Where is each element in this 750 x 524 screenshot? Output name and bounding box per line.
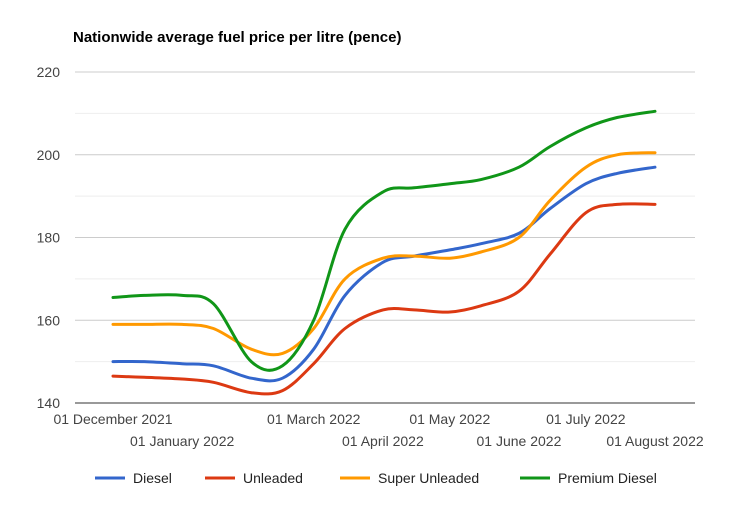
legend-label: Diesel [133,470,172,486]
x-tick-label: 01 July 2022 [546,411,626,427]
y-tick-label-160: 160 [37,312,61,328]
y-tick-label-180: 180 [37,230,61,246]
series-line-premium-diesel [111,109,657,372]
x-tick-label: 01 June 2022 [477,433,562,449]
x-tick-label: 01 April 2022 [342,433,424,449]
y-tick-label-220: 220 [37,64,61,80]
x-tick-label: 01 May 2022 [409,411,490,427]
x-tick-label: 01 December 2021 [53,411,172,427]
series-lines [111,109,657,396]
y-tick-label-200: 200 [37,147,61,163]
x-tick-label: 01 January 2022 [130,433,235,449]
series-line-diesel [111,165,657,383]
x-axis-ticks: 01 December 2021 01 January 2022 01 March … [53,411,703,449]
legend: Diesel Unleaded Super Unleaded Premium Dies… [95,470,657,486]
chart-title: Nationwide average fuel price per litre … [73,29,401,46]
grid-lines [75,71,695,404]
y-axis-ticks: 140 160 180 200 220 [37,64,61,411]
series-line-super-unleaded [111,151,657,357]
y-tick-label-140: 140 [37,395,61,411]
x-tick-label: 01 March 2022 [267,411,361,427]
legend-label: Premium Diesel [558,470,657,486]
legend-label: Super Unleaded [378,470,479,486]
legend-label: Unleaded [243,470,303,486]
x-tick-label: 01 August 2022 [606,433,704,449]
series-line-unleaded [111,202,657,396]
